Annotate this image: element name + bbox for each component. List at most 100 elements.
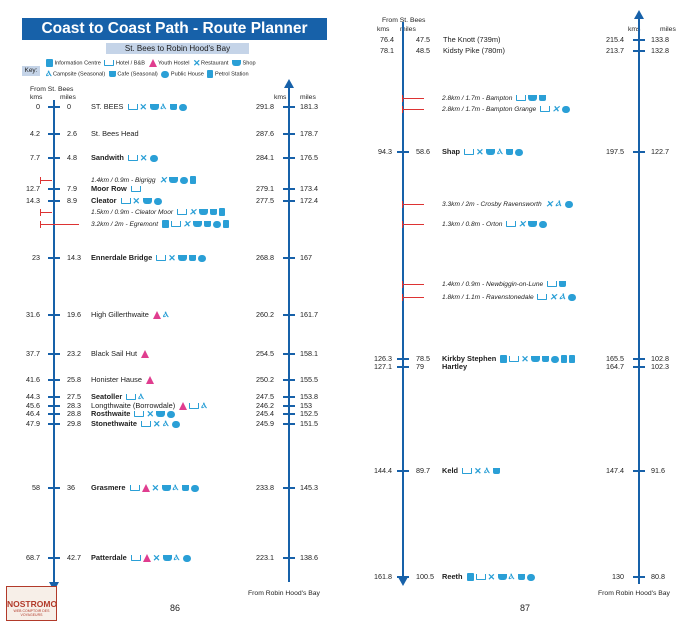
side-trip-line (402, 204, 424, 205)
miles-value: 145.3 (300, 483, 318, 492)
tick (397, 151, 409, 153)
bed-icon (506, 221, 517, 228)
pub-icon (161, 70, 170, 78)
kms-value: 161.8 (374, 572, 392, 581)
key-item: Public House (170, 71, 204, 78)
pub-icon (564, 200, 573, 208)
tick (48, 405, 60, 407)
cafe-icon (108, 71, 116, 77)
miles-value: 29.8 (67, 419, 81, 428)
key-item: Hotel / B&B (116, 60, 145, 67)
tick (283, 405, 295, 407)
tick (283, 257, 295, 259)
restaurant-icon: ✕ (168, 253, 176, 264)
kms-value: 245.4 (256, 409, 274, 418)
shop-icon (162, 555, 172, 562)
miles-value: 132.8 (651, 46, 669, 55)
campsite-icon: Ⲁ (201, 401, 208, 411)
bed-icon (104, 60, 115, 66)
side-trip: 2.8km / 1.7m - Bampton (442, 94, 547, 103)
petrol-icon (190, 176, 197, 185)
youth-hostel-icon (141, 350, 150, 359)
miles-value: 19.6 (67, 310, 81, 319)
tick (283, 423, 295, 425)
info-icon (161, 220, 169, 229)
tick (48, 379, 60, 381)
pub-icon (551, 355, 560, 363)
restaurant-icon: ✕ (146, 409, 155, 420)
pub-icon (212, 220, 221, 228)
pub-icon (562, 105, 571, 113)
nostromo-logo: NOSTROMO WEB COMPTOIR DES VOYAGEURS (6, 586, 57, 621)
tick (283, 133, 295, 135)
side-trip-cap (402, 106, 403, 113)
tick (48, 157, 60, 159)
tick (283, 353, 295, 355)
campsite-icon: Ⲁ (484, 466, 490, 476)
tick (48, 396, 60, 398)
petrol-icon (218, 208, 225, 217)
kms-value: 250.2 (256, 375, 274, 384)
kms-value: 41.6 (26, 375, 40, 384)
kms-value: 58 (32, 483, 40, 492)
place-name: High Gillerthwaite Ⲁ (91, 310, 169, 320)
kms-value: 7.7 (30, 153, 40, 162)
tick (283, 487, 295, 489)
miles-value: 172.4 (300, 196, 318, 205)
miles-value: 138.6 (300, 553, 318, 562)
shop-icon (192, 221, 202, 228)
miles-value: 2.6 (67, 129, 77, 138)
kms-value: 287.6 (256, 129, 274, 138)
side-trip-line (40, 180, 52, 181)
side-trip: 2.8km / 1.7m - Bampton Grange ✕ (442, 105, 571, 114)
kms-value: 246.2 (256, 401, 274, 410)
cafe-icon (559, 281, 566, 288)
petrol-icon (207, 70, 214, 78)
campsite-icon: Ⲁ (555, 199, 562, 209)
kms-value: 94.3 (378, 147, 392, 156)
miles-value: 176.5 (300, 153, 318, 162)
restaurant-icon: ✕ (474, 466, 482, 477)
miles-value: 48.5 (416, 46, 430, 55)
side-trip-cap (40, 209, 41, 216)
miles-value: 28.8 (67, 409, 81, 418)
kms-value: 247.5 (256, 392, 274, 401)
kms-value: 260.2 (256, 310, 274, 319)
tick (633, 358, 645, 360)
youth-hostel-icon (146, 376, 154, 385)
miles-value: 122.7 (651, 147, 669, 156)
restaurant-icon: ✕ (151, 483, 160, 494)
restaurant-icon: ✕ (518, 219, 526, 230)
key-item: Information Centre (54, 60, 101, 67)
tick (283, 396, 295, 398)
page-number: 87 (520, 603, 531, 613)
tick (397, 366, 409, 368)
place-name: Longthwaite (Borrowdale) Ⲁ (91, 401, 208, 411)
side-trip-line (402, 98, 424, 99)
side-trip-line (402, 109, 424, 110)
bed-icon (170, 221, 181, 228)
pub-icon (149, 154, 158, 162)
kms-value: 164.7 (606, 362, 624, 371)
kms-value: 223.1 (256, 553, 274, 562)
bed-icon (547, 281, 557, 288)
side-trip: 1.5km / 0.9m - Cleator Moor ✕ (91, 208, 225, 217)
tick (48, 423, 60, 425)
shop-icon (169, 177, 179, 184)
kms-value: 44.3 (26, 392, 40, 401)
cafe-icon (181, 485, 189, 492)
miles-value: 23.2 (67, 349, 81, 358)
up-arrow-icon (634, 10, 644, 19)
kms-value: 4.2 (30, 129, 40, 138)
side-trip: 1.4km / 0.9m - Bigrigg ✕ (91, 176, 197, 185)
campsite-icon: Ⲁ (173, 553, 180, 563)
petrol-icon (561, 355, 568, 364)
miles-value: 4.8 (67, 153, 77, 162)
shop-icon (178, 255, 188, 262)
kms-value: 0 (36, 102, 40, 111)
place-name: Reeth ✕ Ⲁ (442, 572, 535, 582)
miles-value: 80.8 (651, 572, 665, 581)
tick (283, 200, 295, 202)
right-axis-line (638, 18, 640, 584)
side-trip: 1.3km / 0.8m - Orton ✕ (442, 219, 548, 230)
